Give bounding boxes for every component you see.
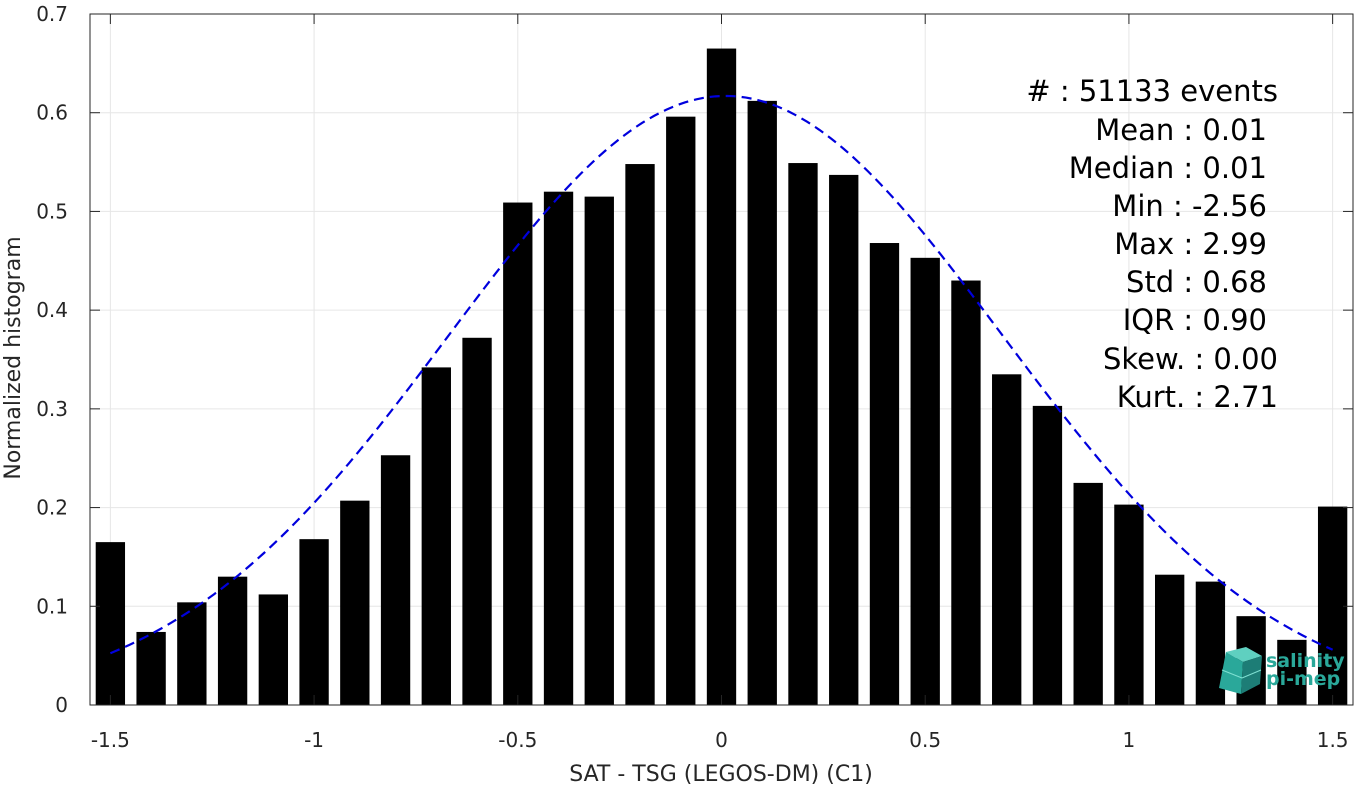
histogram-bar — [584, 196, 614, 705]
histogram-bar — [503, 202, 533, 705]
x-tick-label: 0.5 — [909, 728, 941, 752]
y-tick-label: 0.2 — [36, 496, 68, 520]
stat-events: # : 51133 events — [1026, 74, 1278, 108]
histogram-bar — [95, 542, 126, 705]
histogram-bar — [747, 100, 777, 705]
logo-line1: salinity — [1266, 650, 1345, 672]
histogram-bar — [462, 337, 492, 705]
x-axis-title: SAT - TSG (LEGOS-DM) (C1) — [569, 762, 873, 785]
stat-mean: Mean : 0.01 — [1095, 113, 1267, 147]
histogram-bar — [299, 539, 329, 705]
x-tick-label: 1 — [1123, 728, 1136, 752]
y-tick-label: 0.4 — [36, 298, 68, 322]
histogram-bar — [666, 116, 696, 706]
stat-max: Max : 2.99 — [1114, 227, 1267, 261]
y-axis-title: Normalized histogram — [1, 236, 26, 479]
histogram-bar — [951, 280, 981, 705]
y-tick-label: 0.3 — [36, 397, 68, 421]
logo-cube-icon — [1219, 647, 1262, 694]
x-tick-label: -1.5 — [91, 728, 130, 752]
histogram-bar — [1317, 506, 1348, 705]
x-tick-label: -0.5 — [498, 728, 537, 752]
histogram-bar — [706, 48, 737, 706]
histogram-bar — [380, 455, 411, 705]
y-tick-label: 0 — [55, 693, 68, 717]
histogram-bar — [992, 374, 1022, 705]
histogram-bar — [625, 164, 655, 705]
bars — [95, 48, 1348, 706]
x-tick-label: 1.5 — [1317, 728, 1349, 752]
gaussian-fit-curve — [109, 94, 1334, 655]
histogram-bar — [1073, 482, 1103, 705]
stat-std: Std : 0.68 — [1126, 265, 1267, 299]
stat-skew: Skew. : 0.00 — [1103, 342, 1278, 376]
stat-min: Min : -2.56 — [1112, 189, 1267, 223]
histogram-bar — [869, 243, 900, 705]
x-tick-label: 0 — [715, 728, 728, 752]
histogram-bar — [217, 576, 248, 705]
histogram-bar — [340, 500, 370, 705]
salinity-pimep-logo: salinity pi-mep — [1219, 647, 1345, 694]
histogram-bar — [829, 174, 859, 705]
y-tick-label: 0.5 — [36, 199, 68, 223]
stats-box: # : 51133 events Mean : 0.01 Median : 0.… — [1026, 74, 1278, 414]
x-tick-labels: -1.5 -1 -0.5 0 0.5 1 1.5 — [91, 728, 1349, 752]
x-tick-label: -1 — [304, 728, 324, 752]
y-tick-label: 0.1 — [36, 594, 68, 618]
ticks — [90, 13, 1353, 706]
histogram-bar — [177, 602, 207, 705]
y-tick-label: 0.7 — [36, 2, 68, 26]
histogram-bar — [421, 367, 451, 705]
histogram-bar — [1114, 504, 1144, 705]
histogram-bar — [788, 163, 818, 705]
histogram-bar — [1032, 405, 1063, 705]
histogram-bar — [1277, 639, 1307, 705]
histogram-bar — [910, 257, 940, 705]
logo-line2: pi-mep — [1266, 668, 1340, 690]
stat-kurt: Kurt. : 2.71 — [1117, 380, 1278, 414]
stat-iqr: IQR : 0.90 — [1123, 303, 1267, 337]
y-tick-labels: 0 0.1 0.2 0.3 0.4 0.5 0.6 0.7 — [36, 2, 68, 717]
y-tick-label: 0.6 — [36, 101, 68, 125]
histogram-bar — [543, 191, 574, 705]
histogram-bar — [1154, 574, 1185, 705]
stat-median: Median : 0.01 — [1069, 151, 1267, 185]
histogram-bar — [136, 631, 166, 705]
histogram-bar — [258, 594, 289, 705]
